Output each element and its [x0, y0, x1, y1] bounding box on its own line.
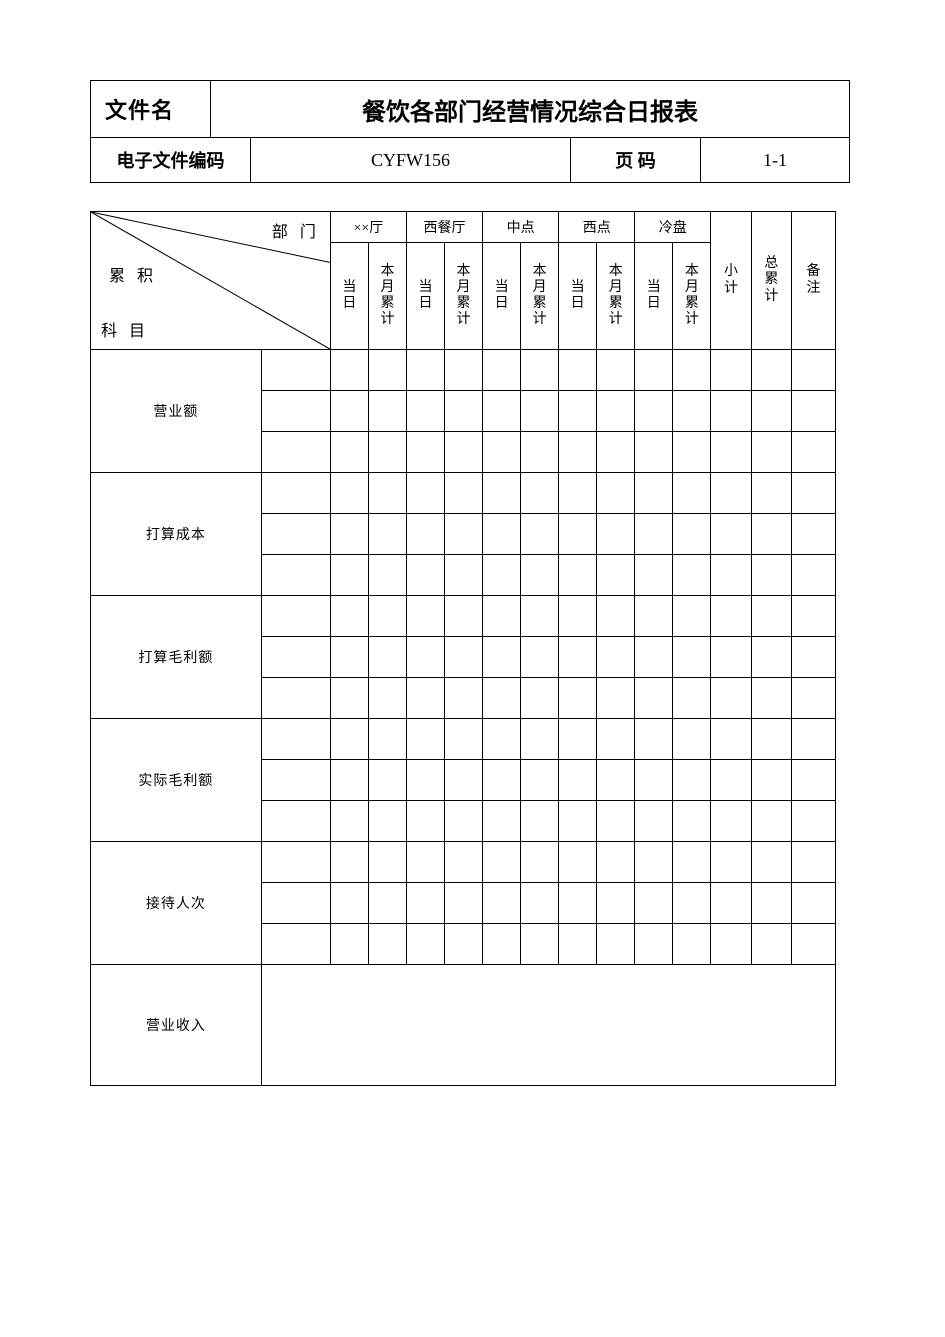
dept-2: 中点 [483, 212, 559, 243]
cell [261, 350, 330, 391]
diag-acc: 累 积 [109, 262, 157, 286]
label-planned-gross: 打算毛利额 [91, 596, 262, 719]
page: 文件名 餐饮各部门经营情况综合日报表 电子文件编码 CYFW156 页 码 1-… [0, 0, 945, 1337]
header-table-1: 文件名 餐饮各部门经营情况综合日报表 [90, 80, 850, 138]
tail-subtotal: 小计 [711, 212, 751, 350]
header-table-2: 电子文件编码 CYFW156 页 码 1-1 [90, 138, 850, 183]
row-revenue-1: 营业额 [91, 350, 836, 391]
dept-4: 冷盘 [635, 212, 711, 243]
main-table: 部 门 累 积 科 目 ××厅 西餐厅 中点 西点 冷盘 小计 总累计 备注 当… [90, 211, 836, 1086]
label-revenue: 营业额 [91, 350, 262, 473]
code-value: CYFW156 [251, 138, 571, 183]
row-actual-gross-1: 实际毛利额 [91, 719, 836, 760]
label-actual-gross: 实际毛利额 [91, 719, 262, 842]
label-planned-cost: 打算成本 [91, 473, 262, 596]
sub-acc-0: 本月累计 [368, 243, 406, 350]
file-label: 文件名 [91, 81, 211, 138]
row-guests-1: 接待人次 [91, 842, 836, 883]
sub-today-0: 当日 [330, 243, 368, 350]
label-guests: 接待人次 [91, 842, 262, 965]
sub-today-3: 当日 [559, 243, 597, 350]
diag-dept: 部 门 [272, 218, 320, 242]
tail-remark: 备注 [792, 212, 836, 350]
sub-acc-3: 本月累计 [597, 243, 635, 350]
row-planned-gross-1: 打算毛利额 [91, 596, 836, 637]
dept-3: 西点 [559, 212, 635, 243]
header-row-1: 部 门 累 积 科 目 ××厅 西餐厅 中点 西点 冷盘 小计 总累计 备注 [91, 212, 836, 243]
sub-today-1: 当日 [406, 243, 444, 350]
dept-1: 西餐厅 [406, 212, 482, 243]
code-label: 电子文件编码 [91, 138, 251, 183]
sub-today-2: 当日 [483, 243, 521, 350]
sub-acc-2: 本月累计 [521, 243, 559, 350]
sub-acc-1: 本月累计 [445, 243, 483, 350]
diagonal-header: 部 门 累 积 科 目 [91, 212, 331, 350]
income-cell [261, 965, 835, 1086]
report-title: 餐饮各部门经营情况综合日报表 [211, 81, 850, 138]
row-planned-cost-1: 打算成本 [91, 473, 836, 514]
page-label: 页 码 [571, 138, 701, 183]
main-table-wrap: 部 门 累 积 科 目 ××厅 西餐厅 中点 西点 冷盘 小计 总累计 备注 当… [90, 211, 855, 1086]
page-value: 1-1 [701, 138, 850, 183]
diag-subject: 科 目 [101, 317, 149, 341]
sub-today-4: 当日 [635, 243, 673, 350]
dept-0: ××厅 [330, 212, 406, 243]
sub-acc-4: 本月累计 [673, 243, 711, 350]
row-income: 营业收入 [91, 965, 836, 1086]
tail-grandtotal: 总累计 [751, 212, 791, 350]
label-income: 营业收入 [91, 965, 262, 1086]
